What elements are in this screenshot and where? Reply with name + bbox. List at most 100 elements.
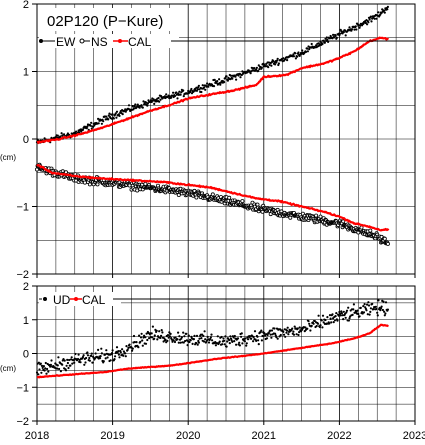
data-point-ew-0: [114, 112, 117, 115]
data-point-ud-0: [202, 334, 205, 337]
data-point-ew-0: [370, 20, 373, 23]
data-point-ew-0: [373, 17, 376, 20]
data-point-ud-0: [143, 334, 146, 337]
data-point-ud-0: [163, 337, 166, 340]
data-point-ud-0: [38, 368, 41, 371]
data-point-ew-0: [276, 57, 279, 60]
data-point-ud-0: [197, 341, 200, 344]
data-point-ns-1: [255, 202, 260, 207]
data-point-ud-0: [356, 309, 359, 312]
data-point-ew-0: [93, 124, 96, 127]
legend-ew-marker: [39, 39, 43, 43]
data-point-ud-0: [184, 339, 187, 343]
data-point-ew-0: [153, 102, 156, 105]
data-point-ud-0: [321, 314, 325, 317]
data-point-ud-0: [100, 352, 103, 355]
data-point-ud-0: [119, 351, 122, 354]
legend-ns-marker: [79, 38, 85, 44]
data-point-ud-0: [128, 343, 131, 346]
data-point-ew-0: [138, 106, 141, 109]
data-point-ud-0: [185, 332, 188, 335]
data-point-ud-0: [169, 332, 172, 335]
data-point-ns-1: [240, 199, 245, 204]
series-ud-0: [35, 299, 389, 376]
data-point-ud-0: [376, 314, 379, 317]
data-point-ew-0: [224, 77, 227, 80]
data-point-ud-0: [310, 324, 313, 327]
data-point-ud-0: [307, 320, 310, 323]
data-point-ud-0: [49, 363, 53, 366]
data-point-ew-0: [190, 87, 193, 91]
data-point-ud-0: [297, 333, 300, 337]
data-point-ud-0: [328, 314, 332, 317]
data-point-ew-0: [78, 131, 81, 134]
x-axis-tick-labels: 2018 2019 2020 2021 2022 2023: [25, 430, 425, 442]
data-point-ew-0: [105, 115, 108, 118]
data-point-ud-0: [98, 357, 102, 360]
data-point-ud-0: [43, 369, 46, 372]
data-point-ud-0: [222, 337, 225, 340]
data-point-ud-0: [195, 334, 199, 337]
data-point-ud-0: [115, 346, 119, 349]
data-point-ud-0: [270, 336, 273, 339]
data-point-ud-0: [131, 347, 134, 350]
data-point-ew-0: [63, 133, 66, 136]
data-point-ud-0: [369, 307, 372, 310]
data-point-ud-0: [285, 331, 288, 334]
data-point-ud-0: [312, 322, 315, 325]
legend-ud-marker: [43, 297, 47, 301]
data-point-ud-0: [358, 315, 361, 318]
data-point-ew-0: [182, 89, 185, 92]
panel-horizontal-ticks: 2 1 0 −1 −2: [16, 0, 416, 281]
data-point-ud-0: [117, 353, 120, 356]
data-point-ew-0: [115, 110, 119, 113]
data-point-ew-0: [204, 88, 207, 91]
data-point-ud-0: [166, 339, 169, 342]
data-point-ew-0: [231, 77, 234, 80]
data-point-ud-0: [345, 309, 349, 312]
data-point-ud-0: [77, 353, 80, 356]
series-line-cal-3: [36, 163, 390, 232]
data-point-ud-0: [83, 363, 86, 366]
data-point-ew-0: [239, 76, 242, 79]
data-point-ud-0: [245, 342, 248, 345]
data-point-ew-0: [342, 30, 345, 34]
data-point-ew-0: [333, 36, 336, 39]
data-point-ud-0: [214, 344, 217, 347]
data-point-ud-0: [366, 313, 369, 316]
data-point-ud-0: [282, 333, 286, 336]
series-cal-3: [36, 163, 390, 232]
data-point-ew-0: [173, 94, 177, 98]
data-point-ud-0: [379, 309, 382, 312]
data-point-ud-0: [266, 333, 269, 337]
data-point-ud-0: [183, 335, 186, 338]
data-point-ud-0: [322, 321, 325, 324]
data-point-ud-0: [203, 330, 206, 333]
data-point-ew-0: [253, 67, 256, 70]
y-tick-label: −2: [16, 269, 29, 281]
data-point-ud-0: [236, 337, 240, 340]
legend-cal-marker: [118, 39, 122, 43]
data-point-ew-0: [234, 75, 237, 78]
panel-horizontal: 2 1 0 −1 −2 (cm) 02P120 (P−Kure) EW NS CAL: [0, 0, 416, 281]
data-point-ew-0: [97, 117, 100, 120]
data-point-ud-0: [257, 339, 260, 342]
series-cal-2: [36, 36, 389, 145]
data-point-ew-0: [196, 88, 199, 91]
data-point-ud-0: [282, 330, 285, 333]
data-point-ud-0: [376, 311, 379, 314]
data-point-ew-0: [97, 122, 100, 125]
data-point-ud-0: [150, 332, 153, 335]
data-point-ew-0: [306, 50, 309, 53]
data-point-ud-0: [137, 346, 140, 349]
data-point-ud-0: [309, 329, 312, 332]
legend-ew-label: EW: [56, 35, 76, 49]
data-point-ud-0: [296, 327, 299, 330]
data-point-ud-0: [179, 341, 182, 344]
data-point-ew-0: [274, 63, 277, 66]
data-point-ew-0: [218, 78, 221, 81]
data-point-ud-0: [329, 317, 332, 320]
data-point-ew-0: [344, 34, 347, 37]
data-point-ud-0: [164, 338, 167, 341]
data-point-ud-0: [117, 350, 120, 353]
